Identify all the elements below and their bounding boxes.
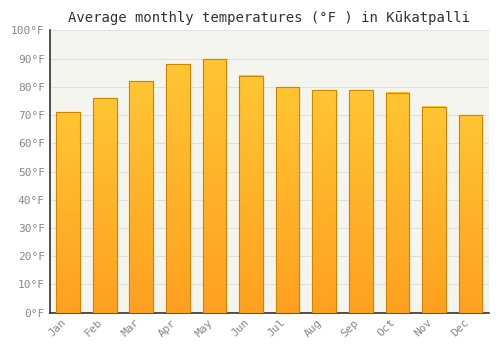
Bar (458, 115, 482, 313)
Bar (422, 107, 446, 313)
Bar (349, 90, 372, 313)
Bar (92, 98, 116, 313)
Bar (166, 64, 190, 313)
Bar (312, 90, 336, 313)
Bar (130, 81, 153, 313)
Bar (202, 59, 226, 313)
Bar (166, 64, 190, 313)
Bar (276, 87, 299, 313)
Bar (386, 92, 409, 313)
Bar (130, 81, 153, 313)
Bar (239, 76, 263, 313)
Bar (458, 115, 482, 313)
Bar (386, 92, 409, 313)
Bar (312, 90, 336, 313)
Bar (56, 112, 80, 313)
Title: Average monthly temperatures (°F ) in Kūkatpalli: Average monthly temperatures (°F ) in Kū… (68, 11, 470, 25)
Bar (202, 59, 226, 313)
Bar (276, 87, 299, 313)
Bar (92, 98, 116, 313)
Bar (56, 112, 80, 313)
Bar (239, 76, 263, 313)
Bar (349, 90, 372, 313)
Bar (422, 107, 446, 313)
